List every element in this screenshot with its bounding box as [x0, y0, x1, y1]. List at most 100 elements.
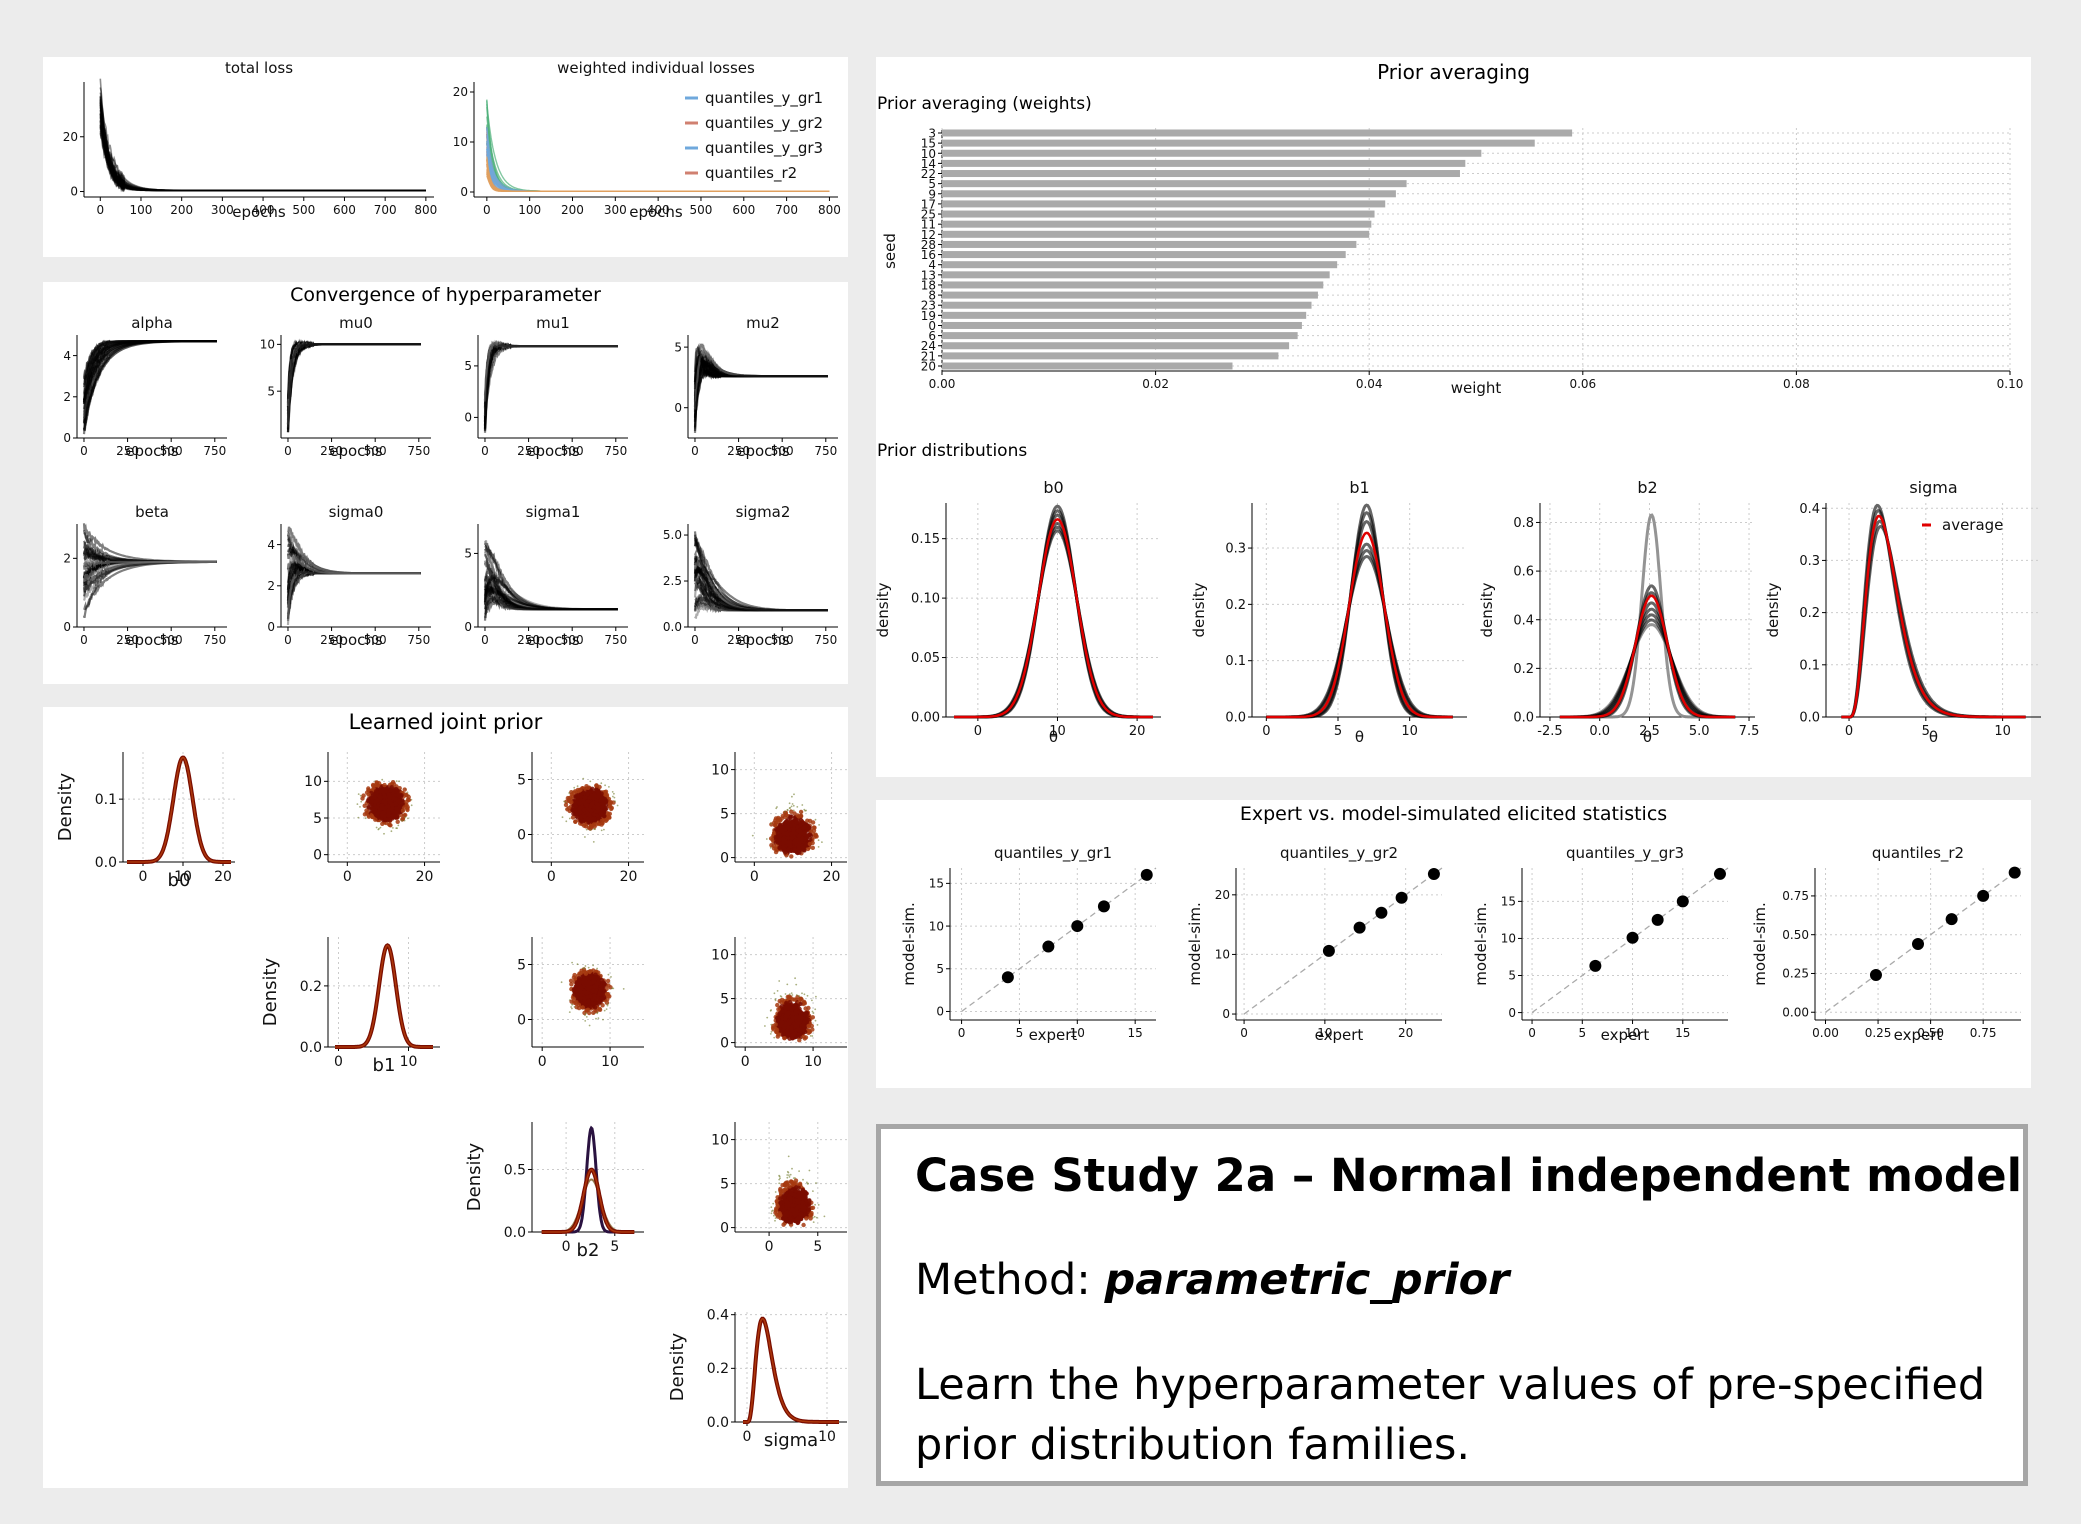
joint-sample-point [601, 814, 607, 819]
hyperparameter-trace [483, 342, 618, 401]
loss-line [99, 125, 426, 192]
x-tick-label: 0 [958, 1026, 966, 1040]
hyperparameter-panel [43, 282, 848, 684]
x-tick-label: 0.02 [1142, 377, 1169, 391]
seed-density-line [954, 525, 1153, 719]
legend-label: quantiles_r2 [705, 164, 797, 183]
subplot-title: alpha [131, 314, 173, 332]
joint-sample-point [585, 785, 591, 790]
joint-marginal-line [541, 1167, 635, 1234]
identity-line [1825, 867, 2022, 1013]
y-tick-label: 0.2 [707, 1361, 729, 1377]
x-axis-label: epochs [232, 203, 286, 221]
y-axis-label: density [874, 582, 892, 637]
hyperparameter-trace [483, 342, 618, 408]
joint-sample-point [769, 846, 772, 849]
joint-sample-point [800, 820, 806, 826]
joint-sample-point [613, 796, 616, 799]
prior-density-b2-plot: -2.5 0.0 2.5 5.0 7.50.00.20.40.60.8b2θdensit… [1478, 478, 1759, 746]
average-density-line [954, 518, 1153, 719]
joint-sample-point [380, 805, 385, 811]
x-tick-label: 0 [481, 444, 489, 458]
y-tick-label: 0 [936, 1005, 944, 1019]
joint-sample-point [375, 826, 378, 829]
prior-averaging-subtitle: Prior averaging (weights) [877, 94, 1092, 114]
joint-prior-panel [43, 707, 848, 1488]
joint-sample-point [786, 847, 791, 852]
joint-sample-point [383, 832, 385, 835]
seed-density-line [954, 513, 1153, 719]
loss-line [99, 126, 426, 192]
hyperparameter-trace [286, 339, 421, 431]
joint-sample-point [381, 778, 384, 781]
joint-sample-point [803, 830, 808, 835]
expert-panel-title: Expert vs. model-simulated elicited stat… [1239, 803, 1668, 825]
joint-sample-point [785, 832, 790, 837]
x-axis-label: epochs [736, 442, 790, 460]
hyperparameter-trace [286, 570, 421, 621]
x-tick-label: 0 [1240, 1026, 1248, 1040]
y-tick-label: 0.0 [663, 620, 682, 634]
x-axis-label: epochs [329, 631, 383, 649]
y-tick-label: 0.0 [504, 1225, 526, 1241]
x-tick-label: 100 [518, 203, 541, 217]
hyperparameter-trace [286, 340, 421, 421]
weight-bar-seed-16 [942, 251, 1346, 259]
joint-sample-point [609, 806, 614, 812]
x-tick-label: 700 [374, 203, 397, 217]
joint-sample-point [395, 780, 398, 782]
identity-line [961, 867, 1157, 1012]
joint-sample-point [397, 824, 400, 827]
loss-line [99, 120, 426, 192]
joint-sample-point [410, 804, 413, 807]
loss-line [99, 95, 426, 192]
joint-sample-point [567, 798, 572, 804]
x-tick-label: 10 [1317, 1026, 1332, 1040]
y-tick-label: 0 [517, 827, 526, 843]
weight-bar-seed-14 [942, 159, 1466, 167]
x-tick-label: 20 [1398, 1026, 1413, 1040]
hyperparameter-trace [693, 369, 828, 421]
x-tick-label: 10 [1070, 1026, 1085, 1040]
y-tick-label: 5 [313, 811, 322, 827]
x-tick-label: 5 [1922, 724, 1930, 739]
x-tick-label: 0 [96, 203, 104, 217]
joint-sample-point [786, 809, 789, 812]
joint-sample-point [404, 816, 407, 818]
joint-sample-point [568, 1011, 571, 1013]
seed-tick-label: 13 [921, 268, 936, 282]
joint-sample-point [579, 791, 585, 796]
joint-sample-point [583, 801, 588, 806]
seed-density-line [1559, 623, 1736, 719]
elicited-point [1353, 921, 1366, 934]
y-tick-label: 10 [1215, 948, 1230, 962]
joint-sample-point [606, 1004, 609, 1007]
seed-tick-label: 4 [928, 258, 936, 272]
x-tick-label: 200 [561, 203, 584, 217]
loss-line [99, 101, 426, 192]
joint-sample-point [390, 802, 395, 808]
joint-sample-point [568, 978, 574, 983]
weight-bar-seed-3 [942, 129, 1573, 137]
seed-tick-label: 23 [921, 299, 936, 313]
joint-sample-point [403, 819, 406, 822]
joint-sample-point [581, 814, 587, 819]
seed-density-line [1266, 554, 1453, 719]
joint-sample-point [575, 795, 580, 800]
elicited-point [1676, 895, 1689, 908]
joint-sample-point [576, 963, 579, 966]
joint-sample-point [574, 811, 579, 816]
x-tick-label: 500 [771, 444, 794, 458]
elicited-point [1977, 889, 1990, 902]
hyperparameter-trace [286, 339, 421, 424]
joint-sample-point [582, 795, 588, 800]
y-axis-label: density [1764, 582, 1782, 637]
joint-sample-point [588, 804, 593, 809]
hyperparameter-trace [286, 568, 421, 608]
